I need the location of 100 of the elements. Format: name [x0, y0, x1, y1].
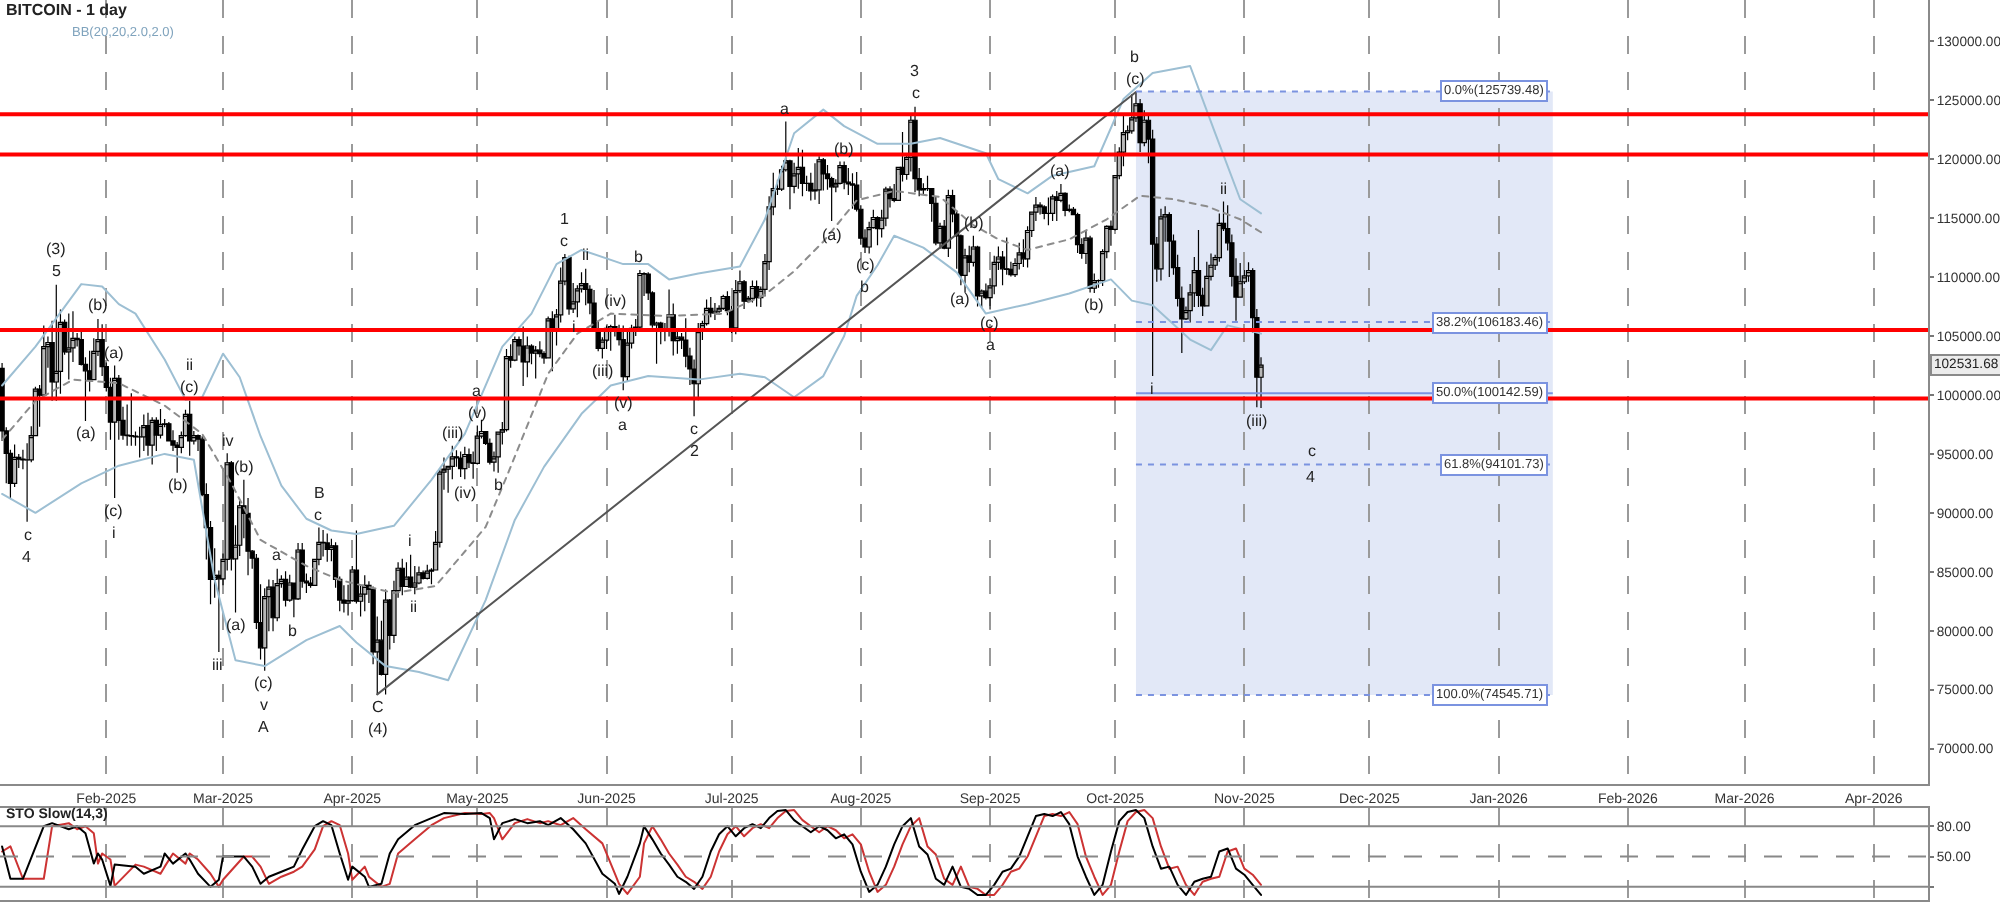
annotation: (iv)	[454, 484, 477, 502]
annotation: (a)	[1050, 162, 1071, 180]
candlestick	[566, 255, 572, 316]
annotation: (v)	[468, 404, 488, 422]
annotation: B	[314, 484, 325, 502]
annotation: ii	[582, 246, 590, 264]
candlestick	[495, 430, 501, 474]
annotation: (c)	[980, 314, 1000, 332]
annotation: c	[314, 506, 322, 524]
annotation: c	[912, 84, 920, 102]
annotation: a	[986, 336, 996, 354]
annotation: (iii)	[592, 362, 614, 380]
annotation: i	[112, 524, 116, 542]
annotation: (iii)	[442, 424, 464, 442]
candlestick	[1166, 211, 1172, 278]
candlestick	[532, 345, 539, 380]
annotation: ii	[410, 598, 418, 616]
annotation: (a)	[76, 424, 97, 442]
candlestick	[1037, 201, 1043, 216]
annotation: c	[690, 420, 698, 438]
candlestick	[145, 412, 151, 457]
annotation: i	[1150, 380, 1154, 398]
candlestick	[799, 149, 806, 197]
annotation: b	[1130, 48, 1140, 66]
annotation: (3)	[46, 240, 67, 258]
annotation: (iv)	[604, 292, 627, 310]
annotation: iii	[212, 656, 224, 674]
candlestick	[983, 282, 989, 301]
candlestick	[620, 324, 626, 391]
annotation: 2	[690, 442, 700, 460]
candlestick	[712, 302, 718, 321]
annotation: a	[472, 382, 482, 400]
candlestick	[53, 284, 59, 402]
annotation: (c)	[856, 256, 876, 274]
candlestick	[812, 162, 818, 201]
annotation: b	[860, 278, 870, 296]
candlestick	[186, 400, 193, 457]
candlestick	[1049, 193, 1056, 222]
annotation: (c)	[180, 378, 200, 396]
candlestick	[1137, 98, 1143, 153]
candlestick	[624, 331, 631, 383]
candlestick	[708, 296, 714, 318]
candlestick	[420, 570, 426, 581]
annotation: b	[634, 248, 644, 266]
annotation: A	[258, 718, 270, 736]
annotation: ii	[186, 356, 194, 374]
annotation: v	[260, 696, 268, 714]
annotation: (a)	[950, 290, 971, 308]
candlestick	[849, 172, 856, 210]
candlestick	[128, 392, 134, 447]
annotation: 3	[910, 62, 920, 80]
annotation: b	[494, 476, 504, 494]
candlestick	[462, 446, 468, 480]
annotation: (iii)	[1246, 412, 1268, 430]
candlestick	[912, 106, 918, 193]
annotation: (c)	[254, 674, 274, 692]
annotation: (4)	[368, 720, 389, 738]
candlestick	[637, 269, 643, 333]
candlestick	[1054, 190, 1060, 222]
candlestick	[407, 554, 414, 589]
annotation: (b)	[88, 296, 109, 314]
annotation: iv	[222, 432, 234, 450]
annotation: c	[1308, 442, 1316, 460]
annotation: c	[24, 526, 32, 544]
annotation: a	[618, 416, 628, 434]
annotation: 4	[1306, 468, 1316, 486]
candlestick	[1087, 235, 1093, 293]
annotation: a	[272, 546, 282, 564]
candlestick	[324, 532, 330, 563]
candlestick	[320, 529, 326, 558]
candlestick	[1045, 196, 1052, 226]
annotation: (a)	[104, 344, 125, 362]
annotation: (b)	[234, 458, 255, 476]
annotation: c	[560, 232, 568, 250]
line-series	[1, 809, 1263, 896]
annotation: b	[288, 622, 298, 640]
annotation: (a)	[822, 226, 843, 244]
candlestick	[149, 416, 155, 466]
chart-title: BITCOIN - 1 day	[6, 1, 129, 20]
annotation: 4	[22, 548, 32, 566]
annotation: (b)	[1084, 296, 1105, 314]
annotation: ii	[1220, 180, 1228, 198]
candlestick	[487, 437, 493, 466]
candlestick	[520, 325, 526, 387]
candlestick	[841, 160, 847, 190]
annotation: 5	[52, 262, 62, 280]
annotation: C	[372, 698, 384, 716]
candlestick	[66, 313, 72, 381]
annotation: i	[408, 532, 412, 550]
candlestick	[816, 155, 822, 205]
candlestick	[1062, 191, 1068, 217]
candlestick	[933, 196, 939, 246]
candlestick	[549, 310, 556, 372]
annotation: (b)	[168, 476, 189, 494]
annotation: 1	[560, 210, 570, 228]
annotation: i	[572, 318, 576, 336]
candlestick	[524, 335, 531, 378]
annotation: (a)	[226, 616, 247, 634]
candlestick	[733, 279, 739, 335]
annotation: (c)	[1126, 70, 1146, 88]
